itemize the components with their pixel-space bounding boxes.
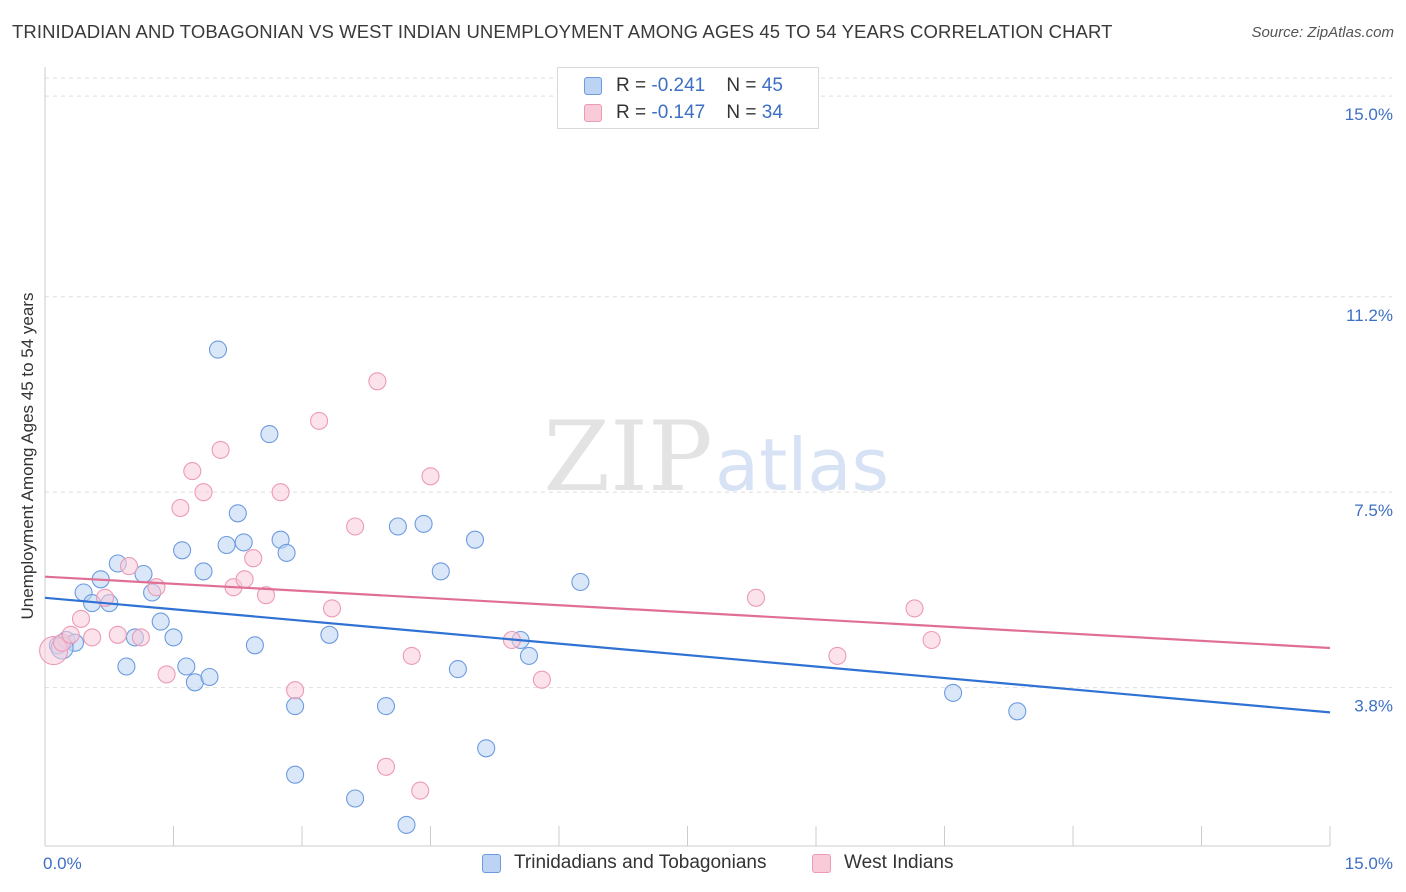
- correlation-legend: R = -0.241 N = 45 R = -0.147 N = 34: [557, 67, 819, 129]
- west-indians-point: [310, 411, 329, 430]
- west-indians-point: [61, 625, 80, 644]
- trinidadians-point: [234, 533, 253, 552]
- west-indians-point: [411, 781, 430, 800]
- west-indians-point: [286, 681, 305, 700]
- west-indians-trend-line: [44, 575, 1331, 650]
- trinidadians-point: [388, 517, 407, 536]
- trinidadians-trend-line: [44, 596, 1331, 714]
- west-indians-point: [244, 549, 263, 568]
- watermark: ZIP atlas: [543, 401, 889, 513]
- watermark-zip: ZIP: [543, 401, 712, 513]
- west-indians-point: [368, 372, 387, 391]
- trinidadians-point: [208, 340, 228, 359]
- trinidadians-point: [431, 562, 450, 581]
- trinidadians-point: [164, 628, 183, 647]
- trinidadians-point: [320, 625, 339, 644]
- west-indians-point: [171, 498, 190, 518]
- west-indians-point: [346, 517, 365, 536]
- trinidadians-point: [519, 646, 539, 665]
- x-tick-label-right: 15.0%: [1345, 854, 1393, 873]
- west-indians-point: [376, 757, 396, 776]
- legend-swatch-trinidadians: [584, 77, 602, 95]
- trinidadians-point: [151, 612, 170, 631]
- west-indians-point: [256, 586, 276, 605]
- series-legend: Trinidadians and Tobagonians West Indian…: [0, 852, 1406, 878]
- chart-source: Source: ZipAtlas.com: [1251, 24, 1394, 41]
- tick-labels: 3.8% 7.5% 11.2% 15.0% 0.0% 15.0%: [43, 105, 1393, 873]
- west-indians-point: [147, 578, 166, 597]
- west-indians-point: [922, 630, 941, 650]
- chart-title: TRINIDADIAN AND TOBAGONIAN VS WEST INDIA…: [12, 21, 1113, 42]
- trinidadians-point: [245, 636, 264, 655]
- trinidadians-point: [177, 657, 196, 676]
- trinidadians-point: [397, 815, 416, 834]
- west-indians-point: [131, 628, 150, 647]
- n-value-trinidadians: 45: [761, 75, 783, 96]
- trinidadians-point: [376, 697, 396, 716]
- trinidadians-point: [217, 535, 236, 555]
- trinidadians-point: [1008, 702, 1027, 721]
- trinidadians-point: [448, 660, 467, 679]
- west-indians-point: [119, 557, 139, 576]
- n-value-west-indians: 34: [761, 102, 783, 123]
- west-indians-point: [183, 462, 202, 481]
- trinidadians-point: [173, 541, 192, 560]
- trinidadians-point: [228, 504, 247, 523]
- trinidadians-point: [194, 562, 213, 581]
- west-indians-point: [532, 670, 551, 689]
- west-indians-point: [211, 440, 230, 459]
- legend-swatch-west-indians: [584, 104, 602, 122]
- west-indians-point: [235, 570, 254, 589]
- y-tick-label: 7.5%: [1354, 501, 1393, 520]
- trinidadians-point: [465, 530, 485, 549]
- trinidadians-point: [346, 789, 365, 808]
- west-indians-point: [71, 609, 91, 628]
- trinidadians-point: [571, 572, 590, 592]
- watermark-atlas: atlas: [715, 423, 889, 507]
- series-west-indians-points: [39, 372, 941, 800]
- west-indians-point: [905, 599, 924, 618]
- trend-lines: [44, 575, 1331, 714]
- y-tick-label: 15.0%: [1345, 105, 1393, 124]
- legend-swatch-west-indians-bottom: [812, 854, 831, 873]
- trinidadians-point: [414, 514, 433, 533]
- trinidadians-point: [286, 697, 305, 716]
- west-indians-point: [157, 665, 176, 684]
- gridlines: [45, 77, 1392, 689]
- west-indians-point: [194, 483, 213, 502]
- trinidadians-point: [277, 543, 296, 562]
- trinidadians-point: [260, 425, 279, 444]
- trinidadians-point: [477, 739, 496, 758]
- x-tick-label-left: 0.0%: [43, 854, 82, 873]
- west-indians-point: [83, 628, 102, 647]
- west-indians-point: [271, 483, 290, 502]
- legend-swatch-trinidadians-bottom: [482, 854, 501, 873]
- r-value-trinidadians: -0.241: [651, 75, 706, 96]
- west-indians-point: [421, 467, 440, 486]
- trinidadians-point: [200, 667, 219, 687]
- west-indians-point: [322, 599, 342, 618]
- r-value-west-indians: -0.147: [651, 102, 706, 123]
- trinidadians-point: [944, 683, 963, 702]
- axes: [44, 67, 1331, 847]
- y-tick-label: 3.8%: [1354, 697, 1393, 716]
- y-tick-label: 11.2%: [1346, 306, 1393, 325]
- west-indians-point: [402, 646, 421, 665]
- legend-label-trinidadians: Trinidadians and Tobagonians: [514, 852, 767, 873]
- west-indians-point: [746, 588, 766, 607]
- series-trinidadians-points: [48, 340, 1027, 834]
- trinidadians-point: [286, 765, 305, 784]
- west-indians-point: [828, 646, 847, 665]
- legend-label-west-indians: West Indians: [844, 852, 954, 873]
- trinidadians-point: [117, 657, 136, 676]
- west-indians-point: [108, 625, 127, 644]
